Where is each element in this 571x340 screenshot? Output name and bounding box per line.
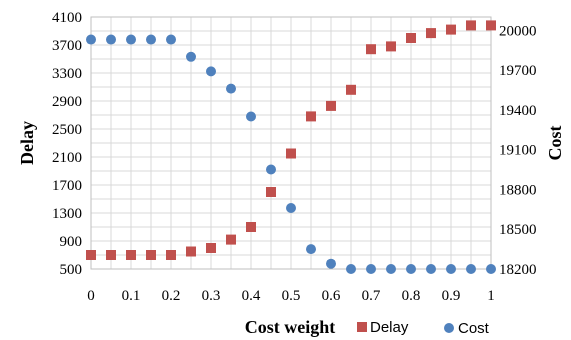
delay-point (166, 250, 176, 260)
y-left-tick-label: 1700 (52, 178, 82, 194)
y-right-axis-title: Cost (545, 125, 565, 160)
y-left-tick-label: 900 (60, 234, 83, 250)
cost-point (186, 51, 196, 62)
delay-point (146, 250, 156, 260)
cost-point (226, 83, 236, 94)
delay-point (426, 28, 436, 39)
y-left-tick-label: 4100 (52, 10, 82, 26)
cost-point (166, 34, 176, 45)
y-right-tick-label: 19400 (499, 103, 537, 119)
cost-point (426, 264, 436, 274)
y-left-tick-label: 2100 (52, 150, 82, 166)
x-tick-label: 0.7 (362, 288, 381, 304)
legend: Delay Cost (357, 319, 490, 337)
x-tick-label: 0.1 (122, 288, 141, 304)
cost-point (286, 202, 296, 213)
delay-point (186, 246, 196, 257)
x-tick-label: 0.2 (162, 288, 181, 304)
cost-point (266, 164, 276, 175)
y-left-axis-title: Delay (17, 121, 37, 165)
x-tick-label: 0.6 (322, 288, 341, 304)
delay-point (346, 84, 356, 95)
y-left-axis-ticks: 4100 3700 3300 2900 2500 2100 1700 1300 900 500 (52, 10, 82, 278)
y-right-tick-label: 18800 (499, 182, 537, 198)
cost-point (486, 264, 496, 274)
plot-frame (90, 16, 492, 270)
y-right-axis-ticks: 20000 19700 19400 19100 18800 18500 18200 (499, 23, 537, 278)
x-tick-label: 0.8 (402, 288, 421, 304)
x-tick-label: 0 (87, 288, 95, 304)
delay-point (466, 20, 476, 31)
x-tick-label: 0.9 (442, 288, 461, 304)
delay-point (446, 24, 456, 35)
delay-point (286, 148, 296, 159)
cost-point (366, 264, 376, 274)
delay-point (246, 222, 256, 232)
delay-point (326, 100, 336, 111)
delay-point (106, 250, 116, 260)
cost-point (466, 264, 476, 274)
delay-point (306, 111, 316, 122)
y-left-tick-label: 500 (60, 262, 83, 278)
cost-point (86, 34, 96, 45)
y-left-tick-label: 1300 (52, 206, 82, 222)
delay-point (486, 20, 496, 31)
legend-delay-marker (357, 322, 367, 332)
cost-point (106, 34, 116, 45)
cost-point (146, 34, 156, 45)
delay-point (206, 243, 216, 253)
y-left-tick-label: 3300 (52, 66, 82, 82)
series (86, 20, 496, 274)
cost-point (386, 264, 396, 274)
x-axis-ticks: 0 0.1 0.2 0.3 0.4 0.5 0.6 0.7 0.8 0.9 1 (87, 288, 495, 304)
delay-point (226, 234, 236, 245)
cost-point (246, 111, 256, 122)
x-axis-title: Cost weight (245, 317, 336, 337)
x-tick-label: 0.5 (282, 288, 301, 304)
x-tick-label: 1 (487, 288, 495, 304)
cost-point (326, 258, 336, 269)
legend-cost-marker (444, 323, 454, 333)
y-right-tick-label: 18500 (499, 222, 537, 238)
cost-point (206, 66, 216, 77)
cost-point (306, 244, 316, 255)
delay-point (406, 33, 416, 43)
x-tick-label: 0.4 (242, 288, 261, 304)
y-right-tick-label: 19700 (499, 63, 537, 79)
series-cost (86, 34, 496, 274)
legend-delay-label: Delay (370, 319, 409, 336)
delay-point (126, 250, 136, 260)
legend-cost-label: Cost (458, 320, 490, 337)
cost-point (346, 264, 356, 274)
grid (90, 16, 492, 270)
x-tick-label: 0.3 (202, 288, 221, 304)
y-left-tick-label: 3700 (52, 38, 82, 54)
delay-point (266, 187, 276, 197)
delay-point (366, 44, 376, 55)
cost-point (406, 264, 416, 274)
y-right-tick-label: 20000 (499, 23, 537, 39)
y-right-tick-label: 18200 (499, 262, 537, 278)
y-left-tick-label: 2900 (52, 94, 82, 110)
cost-point (126, 34, 136, 45)
y-right-tick-label: 19100 (499, 143, 537, 159)
cost-point (446, 264, 456, 274)
series-delay (86, 20, 496, 260)
delay-point (386, 41, 396, 52)
y-left-tick-label: 2500 (52, 122, 82, 138)
delay-point (86, 250, 96, 260)
